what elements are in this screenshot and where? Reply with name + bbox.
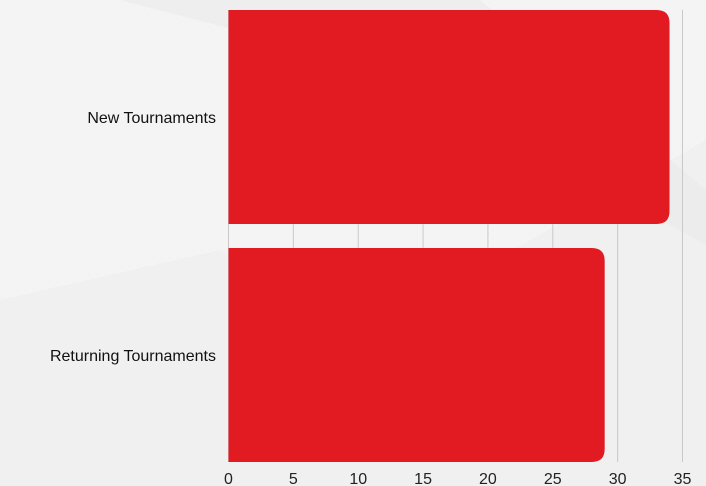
category-label-new-tournaments: New Tournaments (87, 110, 216, 127)
x-tick-label-30: 30 (609, 471, 627, 486)
x-tick-label-10: 10 (349, 471, 367, 486)
bar-series (228, 10, 670, 462)
bar-returning-tournaments (228, 248, 605, 462)
x-tick-label-25: 25 (544, 471, 562, 486)
category-label-returning-tournaments: Returning Tournaments (50, 348, 216, 365)
x-tick-label-15: 15 (414, 471, 432, 486)
y-axis-labels: New Tournaments Returning Tournaments (50, 110, 216, 365)
x-axis-tick-labels: 0 5 10 15 20 25 30 35 (224, 471, 691, 486)
bar-new-tournaments (228, 10, 670, 224)
x-tick-label-0: 0 (224, 471, 233, 486)
x-tick-label-20: 20 (479, 471, 497, 486)
x-tick-label-5: 5 (289, 471, 298, 486)
x-tick-label-35: 35 (674, 471, 692, 486)
